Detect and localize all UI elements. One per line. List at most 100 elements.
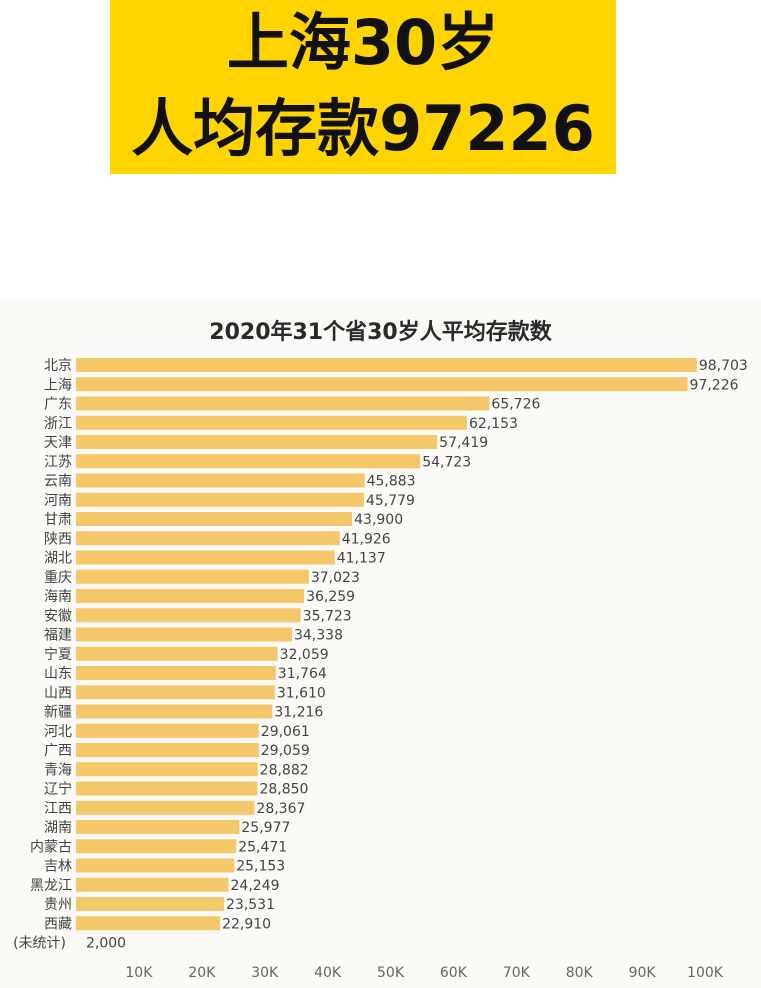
bar bbox=[76, 435, 438, 449]
x-tick-label: 90K bbox=[629, 965, 657, 981]
value-label: 65,726 bbox=[491, 397, 540, 413]
bar bbox=[76, 492, 364, 507]
x-tick-label: 50K bbox=[377, 965, 405, 981]
chart-title: 2020年31个省30岁人平均存款数 bbox=[209, 320, 552, 345]
category-label: 湖北 bbox=[44, 551, 72, 567]
bar bbox=[76, 685, 275, 700]
x-tick-label: 70K bbox=[503, 965, 531, 981]
bar bbox=[76, 704, 273, 719]
value-label: 45,779 bbox=[366, 493, 415, 509]
value-label: 41,926 bbox=[342, 531, 391, 547]
bar bbox=[76, 608, 301, 623]
value-label: 34,338 bbox=[294, 628, 343, 644]
bar bbox=[76, 666, 276, 680]
bar bbox=[76, 589, 305, 603]
value-label: 98,703 bbox=[699, 358, 748, 374]
category-label: 安徽 bbox=[44, 608, 72, 624]
x-tick-label: 100K bbox=[687, 965, 724, 981]
value-label: 24,249 bbox=[231, 878, 280, 894]
value-label: 97,226 bbox=[690, 377, 739, 393]
category-label: 天津 bbox=[44, 435, 72, 451]
bar bbox=[76, 627, 292, 642]
value-label: 25,153 bbox=[236, 859, 285, 875]
value-label: 2,000 bbox=[86, 936, 126, 952]
bar bbox=[76, 454, 421, 469]
bar bbox=[76, 473, 365, 488]
value-label: 45,883 bbox=[367, 474, 416, 490]
bar bbox=[76, 569, 309, 584]
bar bbox=[76, 820, 240, 834]
value-label: 29,061 bbox=[261, 724, 310, 740]
category-label: 黑龙江 bbox=[30, 878, 72, 894]
category-label: 辽宁 bbox=[44, 781, 72, 798]
value-label: 62,153 bbox=[469, 416, 518, 432]
banner-title-line-2: 人均存款97226 bbox=[131, 92, 595, 165]
category-label: 青海 bbox=[44, 762, 72, 778]
category-label: 贵州 bbox=[44, 897, 72, 913]
value-label: 25,977 bbox=[241, 820, 290, 836]
category-label: 吉林 bbox=[44, 859, 72, 875]
value-label: 28,367 bbox=[256, 801, 305, 817]
category-label: 陕西 bbox=[44, 531, 72, 547]
bar bbox=[76, 512, 353, 526]
value-label: 22,910 bbox=[222, 916, 271, 932]
value-label: 28,850 bbox=[259, 782, 308, 798]
banner-title-line-1: 上海30岁 bbox=[226, 6, 500, 79]
value-label: 31,216 bbox=[274, 705, 323, 721]
bar bbox=[76, 377, 688, 392]
x-tick-label: 30K bbox=[251, 965, 279, 981]
category-label: 福建 bbox=[44, 628, 72, 644]
category-label: 湖南 bbox=[44, 820, 72, 836]
bar bbox=[76, 877, 229, 892]
category-label: 海南 bbox=[44, 589, 72, 605]
value-label: 25,471 bbox=[238, 839, 287, 855]
bar bbox=[76, 550, 335, 565]
x-tick-label: 20K bbox=[188, 965, 216, 981]
value-label: 41,137 bbox=[337, 551, 386, 567]
category-label: 河南 bbox=[44, 493, 72, 509]
bar bbox=[76, 358, 697, 372]
category-label: 新疆 bbox=[44, 705, 72, 721]
bar bbox=[76, 800, 255, 815]
value-label: 23,531 bbox=[226, 897, 275, 913]
bar bbox=[76, 897, 225, 911]
bar bbox=[76, 839, 237, 854]
x-tick-label: 60K bbox=[440, 965, 468, 981]
chart-area bbox=[0, 300, 761, 988]
category-label: 山西 bbox=[44, 685, 72, 701]
bar bbox=[76, 781, 258, 796]
bar bbox=[76, 396, 490, 411]
category-label: 广东 bbox=[44, 397, 72, 413]
value-label: 36,259 bbox=[306, 589, 355, 605]
category-label: 北京 bbox=[44, 358, 72, 374]
bar bbox=[76, 743, 259, 757]
value-label: 29,059 bbox=[261, 743, 310, 759]
value-label: 54,723 bbox=[422, 454, 471, 470]
category-label: 山东 bbox=[44, 666, 72, 682]
value-label: 31,764 bbox=[278, 666, 327, 682]
bar bbox=[76, 858, 235, 873]
value-label: 35,723 bbox=[303, 608, 352, 624]
category-label: 重庆 bbox=[44, 570, 72, 586]
category-label: 江西 bbox=[44, 801, 72, 817]
category-label: 广西 bbox=[44, 743, 72, 759]
title-banner: 上海30岁 人均存款97226 bbox=[110, 0, 616, 174]
value-label: 31,610 bbox=[277, 685, 326, 701]
x-tick-label: 80K bbox=[566, 965, 594, 981]
value-label: 32,059 bbox=[280, 647, 329, 663]
x-tick-label: 40K bbox=[314, 965, 342, 981]
bar bbox=[76, 415, 467, 430]
category-label: 内蒙古 bbox=[30, 839, 72, 855]
value-label: 37,023 bbox=[311, 570, 360, 586]
category-label: 浙江 bbox=[44, 416, 72, 432]
x-tick-label: 10K bbox=[125, 965, 153, 981]
bar bbox=[76, 723, 259, 738]
category-label: 云南 bbox=[44, 474, 72, 490]
category-label: 甘肃 bbox=[44, 512, 72, 528]
bar bbox=[76, 762, 258, 777]
category-label: 上海 bbox=[44, 377, 72, 393]
category-label: 宁夏 bbox=[44, 646, 72, 663]
value-label: 57,419 bbox=[439, 435, 488, 451]
bar bbox=[76, 531, 340, 546]
